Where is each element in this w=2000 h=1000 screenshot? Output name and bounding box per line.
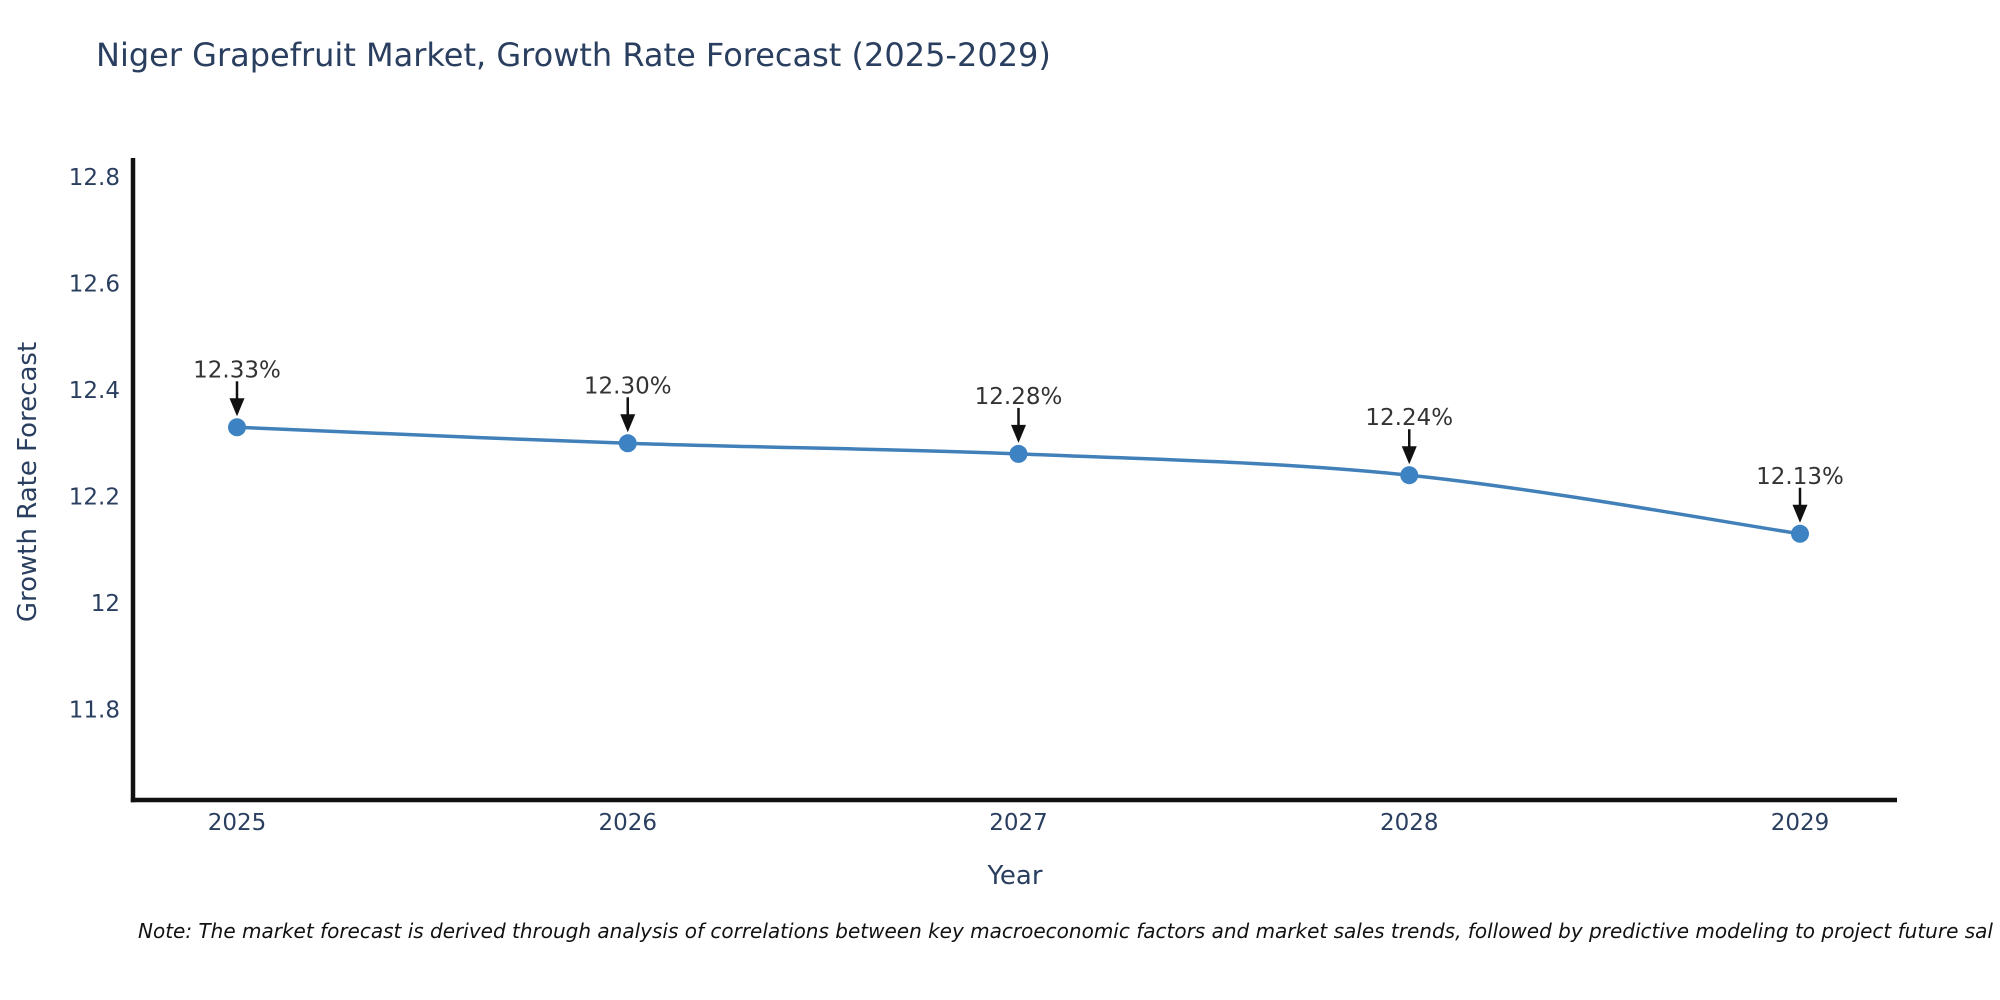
y-tick-label: 12.8 [69, 165, 120, 191]
annotation-label: 12.30% [584, 373, 672, 399]
annotation-label: 12.24% [1365, 405, 1453, 431]
annotation-label: 12.28% [975, 384, 1063, 410]
x-tick-label: 2027 [989, 810, 1048, 836]
series-line [236, 425, 1801, 536]
y-tick-label: 12.2 [69, 485, 120, 511]
annotation-label: 12.33% [193, 357, 281, 383]
data-point[interactable] [1791, 524, 1809, 543]
y-tick-label: 11.8 [69, 697, 120, 723]
y-tick-label: 12 [91, 591, 120, 617]
x-tick-label: 2028 [1380, 810, 1439, 836]
annotation-arrowhead-icon [620, 414, 636, 433]
data-point[interactable] [1009, 444, 1028, 463]
y-tick-label: 12.4 [69, 378, 120, 404]
data-point[interactable] [228, 418, 246, 437]
x-tick-label: 2025 [208, 810, 267, 836]
annotation-arrowhead-icon [1011, 424, 1026, 443]
annotation-label: 12.13% [1756, 464, 1844, 490]
chart-title: Niger Grapefruit Market, Growth Rate For… [96, 36, 1051, 74]
x-axis-title: Year [987, 861, 1043, 891]
annotation-arrowhead-icon [1401, 446, 1417, 465]
x-tick-label: 2029 [1771, 810, 1830, 836]
y-tick-label: 12.6 [69, 272, 120, 298]
annotation-arrowhead-icon [229, 398, 245, 417]
x-tick-label: 2026 [598, 810, 657, 836]
annotation-arrowhead-icon [1792, 504, 1808, 523]
data-point[interactable] [618, 434, 637, 453]
footnote: Note: The market forecast is derived thr… [138, 919, 1993, 943]
data-point[interactable] [1400, 466, 1419, 485]
